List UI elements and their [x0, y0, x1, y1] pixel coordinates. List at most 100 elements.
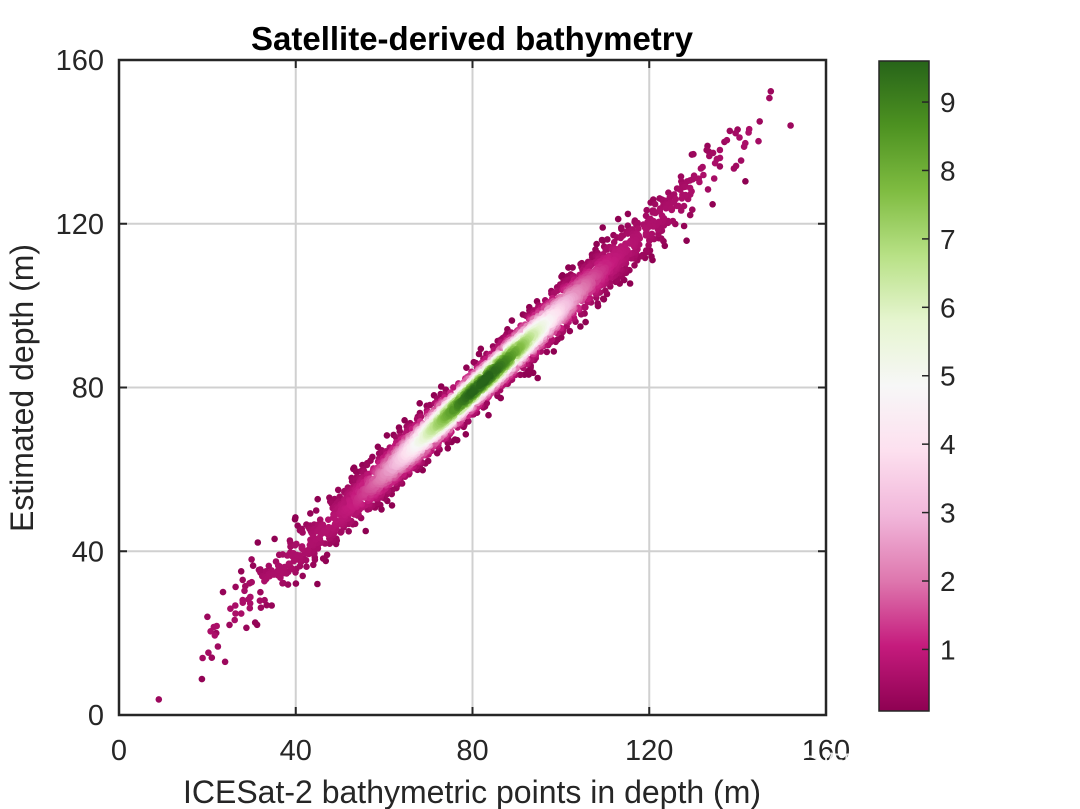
scatter-point: [586, 263, 594, 270]
scatter-point: [268, 602, 276, 609]
scatter-point: [643, 226, 650, 234]
scatter-point: [219, 588, 227, 596]
scatter-point: [261, 577, 268, 585]
scatter-point: [767, 88, 775, 95]
chart-title: Satellite-derived bathymetry: [251, 20, 694, 57]
x-tick-label: 120: [625, 735, 673, 767]
scatter-point: [485, 411, 492, 419]
x-tick-label: 0: [111, 735, 127, 767]
scatter-point: [732, 162, 740, 170]
scatter-point: [291, 542, 299, 549]
y-tick-label: 160: [56, 45, 104, 77]
x-tick-label: 80: [456, 735, 488, 767]
scatter-point: [462, 431, 470, 438]
scatter-point: [766, 94, 773, 102]
scatter-point: [249, 562, 257, 569]
x-axis-ticks: 0 40 80 120 160: [111, 60, 850, 767]
scatter-point: [709, 201, 716, 208]
scatter-point: [593, 240, 600, 248]
scatter-point: [345, 528, 353, 535]
scatter-point: [716, 163, 724, 170]
scatter-point: [699, 163, 706, 171]
watermark-text: 知乎 @阿昆的科研日常: [730, 749, 1019, 782]
scatter-point: [756, 118, 763, 125]
scatter-point: [678, 195, 686, 202]
scatter-point: [642, 247, 650, 254]
scatter-point: [566, 327, 574, 335]
scatter-point: [614, 215, 622, 223]
scatter-point: [226, 621, 233, 629]
scatter-point: [293, 551, 301, 559]
scatter-point: [388, 502, 396, 509]
scatter-point: [248, 578, 255, 586]
scatter-point: [155, 696, 163, 703]
scatter-point: [745, 129, 752, 136]
scatter-point: [271, 535, 278, 543]
scatter-point: [677, 173, 685, 180]
scatter-point: [239, 599, 247, 606]
colorbar-tick-label: 2: [940, 566, 956, 597]
scatter-point: [723, 136, 731, 144]
scatter-point: [323, 551, 331, 559]
scatter-point: [704, 186, 712, 193]
scatter-point: [444, 445, 452, 452]
scatter-point: [251, 619, 259, 626]
scatter-point: [325, 523, 333, 531]
scatter-point: [732, 129, 739, 137]
scatter-point: [480, 378, 488, 385]
scatter-point: [285, 560, 293, 567]
scatter-point: [543, 348, 551, 356]
colorbar-tick-label: 1: [940, 634, 956, 665]
scatter-point: [582, 318, 589, 326]
scatter-point: [303, 563, 310, 570]
scatter-point: [316, 516, 324, 523]
scatter-point: [689, 206, 696, 213]
scatter-point: [232, 602, 239, 609]
scatter-point: [198, 675, 206, 683]
scatter-point: [232, 610, 239, 617]
scatter-point: [292, 580, 300, 587]
scatter-point: [254, 539, 262, 546]
scatter-point: [680, 222, 688, 230]
scatter-point: [742, 178, 749, 185]
scatter-point: [711, 159, 719, 167]
scatter-point: [310, 561, 317, 569]
colorbar-tick-label: 9: [940, 87, 956, 118]
scatter-point: [257, 604, 265, 611]
x-tick-label: 160: [802, 735, 850, 767]
scatter-point: [618, 225, 625, 233]
scatter-point: [263, 601, 271, 609]
y-tick-label: 40: [72, 536, 104, 568]
scatter-point: [726, 127, 734, 135]
scatter-point: [643, 206, 650, 214]
scatter-point: [517, 371, 524, 379]
scatter-point: [787, 122, 794, 129]
scatter-point: [534, 374, 541, 382]
scatter-point: [205, 649, 212, 656]
colorbar: [878, 60, 930, 712]
scatter-point: [416, 400, 424, 407]
scatter-point: [755, 137, 762, 145]
scatter-point: [256, 597, 264, 604]
scatter-point: [207, 628, 214, 635]
scatter-point: [594, 300, 601, 307]
scatter-point: [231, 616, 238, 624]
scatter-point: [383, 432, 391, 439]
scatter-point: [477, 345, 485, 353]
y-tick-label: 80: [72, 373, 104, 405]
scatter-point: [554, 287, 561, 295]
scatter-point: [450, 384, 457, 391]
scatter-point: [599, 295, 607, 303]
scatter-point: [710, 175, 718, 182]
scatter-point: [204, 613, 211, 621]
scatter-point: [581, 303, 588, 311]
scatter-point: [227, 605, 234, 612]
scatter-point: [248, 556, 255, 563]
scatter-point: [667, 205, 675, 212]
scatter-point: [463, 364, 470, 372]
scatter-point: [554, 336, 562, 343]
scatter-point: [742, 139, 749, 147]
scatter-point: [716, 146, 724, 154]
scatter-point: [709, 149, 717, 157]
